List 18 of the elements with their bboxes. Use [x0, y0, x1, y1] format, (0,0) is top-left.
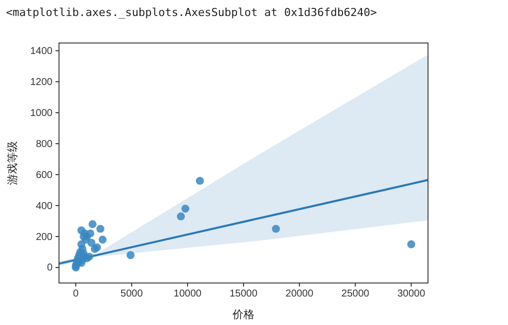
- y-tick-label: 800: [36, 138, 53, 150]
- y-tick-label: 1400: [30, 46, 53, 57]
- y-tick-label: 200: [36, 232, 53, 243]
- x-axis-title: 价格: [232, 308, 254, 321]
- x-tick-label: 30000: [397, 288, 426, 300]
- y-tick-label: 1000: [30, 108, 53, 119]
- x-tick-label: 5000: [120, 288, 144, 300]
- x-tick-label: 20000: [286, 288, 314, 300]
- x-tick-label: 0: [72, 288, 79, 300]
- y-tick-label: 400: [36, 200, 53, 212]
- y-tick-label: 1200: [30, 76, 53, 88]
- x-tick-label: 10000: [174, 288, 202, 300]
- x-tick-label: 25000: [341, 288, 370, 300]
- y-tick-label: 0: [46, 262, 53, 274]
- y-tick-label: 600: [36, 170, 53, 181]
- x-tick-label: 15000: [230, 288, 258, 300]
- y-axis-title: 游戏等级: [6, 141, 19, 185]
- text: <matplotlib.axes._subplots.AxesSubplot at 0x1d36fdb6240>: [6, 6, 378, 19]
